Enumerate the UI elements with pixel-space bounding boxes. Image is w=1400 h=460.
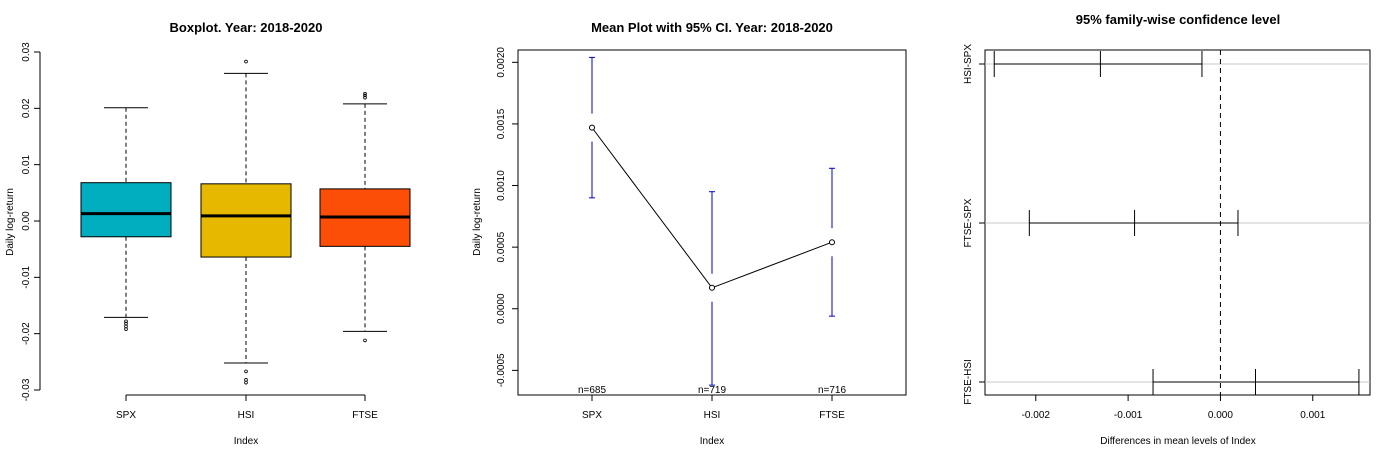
boxplot-title: Boxplot. Year: 2018-2020 [170, 20, 323, 35]
boxplot-outlier [124, 324, 128, 329]
meanplot-x-tick-label: HSI [704, 410, 721, 421]
boxplot-ylabel: Daily log-return [5, 188, 16, 256]
meanplot-xlabel: Index [700, 436, 724, 447]
boxplot-outlier [244, 59, 248, 64]
meanplot-y-tick-label: 0.0000 [496, 293, 507, 324]
boxplot-outlier [363, 95, 367, 100]
boxplot-y-tick-label: 0.01 [21, 154, 32, 174]
meanplot-title: Mean Plot with 95% CI. Year: 2018-2020 [591, 20, 833, 35]
boxplot-outlier [124, 327, 128, 331]
boxplot-box [200, 183, 292, 258]
boxplot-outlier [244, 380, 248, 385]
tukey-y-tick-label: HSI-SPX [963, 44, 974, 84]
meanplot-chart: Mean Plot with 95% CI. Year: 2018-2020 I… [472, 20, 907, 447]
meanplot-mean-point [829, 239, 835, 246]
boxplot-x-tick-label: SPX [116, 410, 136, 421]
boxplot-outlier [363, 338, 367, 343]
meanplot-mean-point [589, 124, 595, 131]
boxplot-y-tick-label: -0.03 [21, 378, 32, 401]
boxplot-y-tick-label: -0.02 [21, 322, 32, 345]
meanplot-mean-point [709, 284, 715, 291]
boxplot-xlabel: Index [234, 436, 258, 447]
meanplot-y-tick-label: 0.0015 [496, 108, 507, 139]
meanplot-n-label: n=716 [818, 385, 847, 396]
boxplot-y-tick-label: 0.02 [21, 98, 32, 118]
tukey-x-tick-label: -0.002 [1022, 410, 1051, 421]
meanplot-n-label: n=685 [578, 385, 607, 396]
meanplot-y-tick-label: -0.0005 [496, 353, 507, 387]
boxplot-outlier [363, 93, 367, 98]
meanplot-ylabel: Daily log-return [472, 188, 483, 256]
boxplot-outlier [244, 378, 248, 382]
meanplot-x-tick-label: FTSE [819, 410, 845, 421]
meanplot-y-tick-label: 0.0010 [496, 170, 507, 201]
boxplot-chart: Boxplot. Year: 2018-2020 Index Daily log… [5, 20, 411, 447]
boxplot-x-tick-label: FTSE [352, 410, 378, 421]
tukey-x-tick-label: -0.001 [1114, 410, 1143, 421]
tukey-y-tick-label: FTSE-HSI [963, 359, 974, 405]
boxplot-box [80, 182, 172, 238]
boxplot-y-tick-label: -0.01 [21, 266, 32, 289]
meanplot-y-tick-label: 0.0005 [496, 231, 507, 262]
boxplot-x-tick-label: HSI [238, 410, 255, 421]
tukey-xlabel: Differences in mean levels of Index [1100, 436, 1255, 447]
meanplot-y-tick-label: 0.0020 [496, 47, 507, 78]
tukey-x-tick-label: 0.000 [1208, 410, 1233, 421]
tukey-y-tick-label: FTSE-SPX [963, 198, 974, 247]
meanplot-n-label: n=719 [698, 385, 727, 396]
tukey-x-tick-label: 0.001 [1300, 410, 1325, 421]
boxplot-outlier [363, 91, 367, 96]
tukey-chart: 95% family-wise confidence level Differe… [963, 12, 1371, 447]
meanplot-x-tick-label: SPX [582, 410, 602, 421]
boxplot-y-tick-label: 0.03 [21, 42, 32, 62]
boxplot-outlier [244, 369, 248, 374]
boxplot-y-tick-label: 0.00 [21, 211, 32, 231]
boxplot-outlier [124, 319, 128, 324]
tukey-title: 95% family-wise confidence level [1076, 12, 1280, 27]
